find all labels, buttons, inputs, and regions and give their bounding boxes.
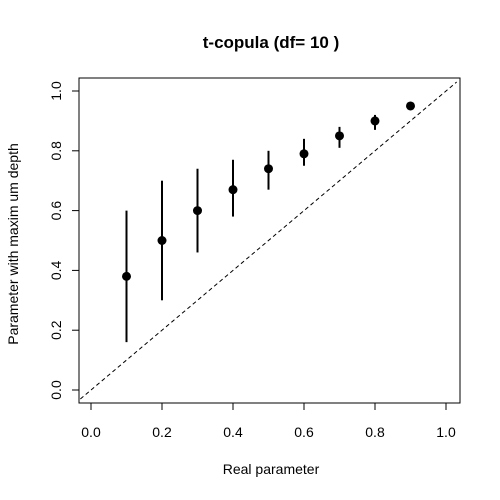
y-tick-label: 0.4 <box>48 260 64 280</box>
x-axis-label: Real parameter <box>223 461 320 477</box>
data-point <box>157 236 167 245</box>
data-point <box>228 185 238 195</box>
y-tick-label: 0.6 <box>48 201 64 221</box>
data-point <box>193 206 202 216</box>
x-tick-label: 0.4 <box>223 424 243 440</box>
data-point <box>264 164 273 174</box>
x-tick-label: 1.0 <box>436 424 456 440</box>
data-point <box>335 131 344 141</box>
y-tick-label: 1.0 <box>48 81 64 101</box>
data-point <box>122 271 131 281</box>
data-point <box>370 116 380 126</box>
y-tick-label: 0.2 <box>48 320 64 340</box>
x-tick-label: 0.2 <box>152 424 172 440</box>
x-tick-label: 0.0 <box>81 424 101 440</box>
data-point <box>299 149 309 159</box>
y-axis-label: Parameter with maxim um depth <box>5 143 21 345</box>
x-tick-label: 0.8 <box>365 424 385 440</box>
y-tick-label: 0.8 <box>48 141 64 161</box>
y-tick-label: 0.0 <box>48 380 64 400</box>
chart-title: t-copula (df= 10 ) <box>203 33 339 52</box>
x-tick-label: 0.6 <box>294 424 314 440</box>
reference-line <box>80 81 457 400</box>
data-point <box>406 101 415 111</box>
